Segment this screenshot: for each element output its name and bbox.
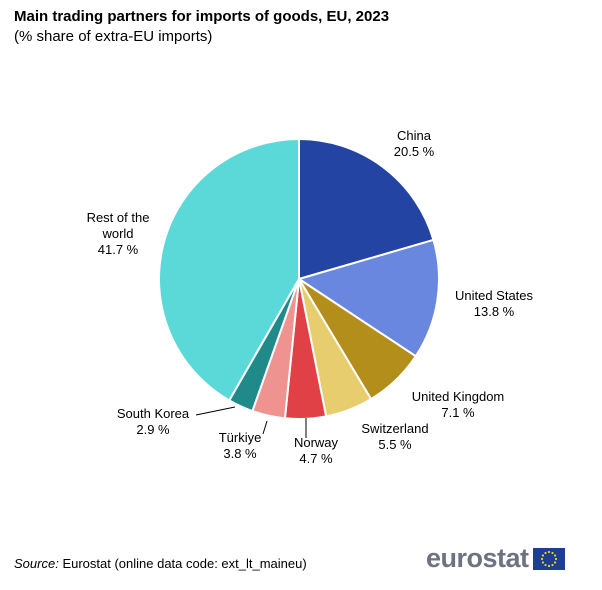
- eu-flag-icon: [532, 547, 565, 570]
- slice-label-switzerland: Switzerland 5.5 %: [361, 421, 428, 452]
- slice-label-china: China 20.5 %: [394, 128, 435, 159]
- leader-line: [262, 420, 268, 435]
- source-prefix: Source:: [14, 556, 59, 571]
- eurostat-wordmark: eurostat: [426, 543, 529, 573]
- pie-slice-united-states: [298, 238, 440, 358]
- eurostat-logo: eurostat: [426, 545, 565, 572]
- slice-label-t-rkiye: Türkiye 3.8 %: [219, 430, 262, 461]
- pie-slice-china: [298, 138, 435, 280]
- slice-label-united-kingdom: United Kingdom 7.1 %: [412, 389, 505, 420]
- chart-subtitle: (% share of extra-EU imports): [14, 28, 213, 45]
- pie-slice-rest-of-the-world: [158, 138, 300, 402]
- source-note: Source: Eurostat (online data code: ext_…: [14, 556, 307, 571]
- pie-slices: [158, 138, 440, 420]
- slice-label-south-korea: South Korea 2.9 %: [117, 406, 190, 437]
- slice-label-norway: Norway 4.7 %: [294, 435, 339, 466]
- slice-label-united-states: United States 13.8 %: [455, 288, 534, 319]
- slice-label-rest-of-the-world: Rest of the world 41.7 %: [87, 210, 150, 257]
- slice-labels: China 20.5 % United States 13.8 % United Kin…: [87, 128, 534, 466]
- pie-chart: China 20.5 % United States 13.8 % United Kin…: [87, 128, 534, 466]
- leader-line: [195, 406, 236, 416]
- leader-lines: [195, 406, 307, 438]
- chart-title: Main trading partners for imports of goo…: [14, 8, 390, 25]
- source-text: Eurostat (online data code: ext_lt_maine…: [62, 556, 307, 571]
